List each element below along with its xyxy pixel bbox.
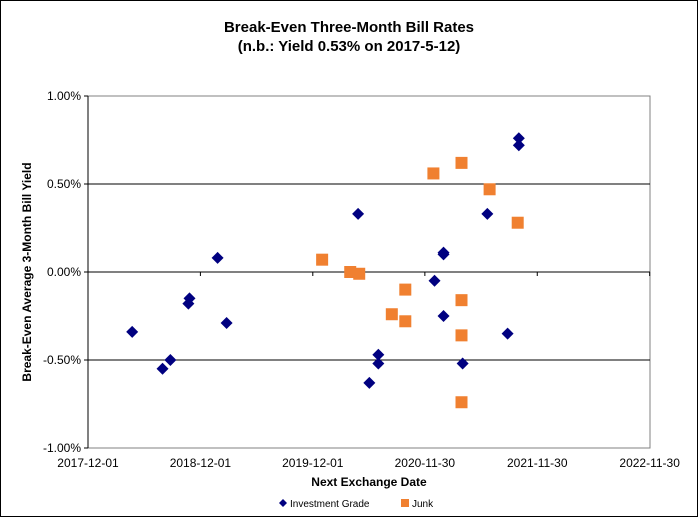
chart-title: Break-Even Three-Month Bill Rates xyxy=(224,19,474,36)
data-point-investment-grade xyxy=(363,376,376,389)
data-point-investment-grade xyxy=(211,251,224,264)
data-point-investment-grade xyxy=(481,207,494,220)
legend-square-icon xyxy=(401,499,409,507)
data-point-investment-grade xyxy=(437,248,450,261)
x-tick-label: 2021-11-30 xyxy=(507,456,568,470)
y-tick-label: -0.50% xyxy=(43,353,81,367)
data-point-investment-grade xyxy=(126,325,139,338)
data-point-junk xyxy=(316,253,329,266)
data-point-investment-grade xyxy=(372,348,385,361)
y-tick-label: -1.00% xyxy=(43,441,81,455)
data-point-investment-grade xyxy=(220,317,233,330)
data-point-junk xyxy=(385,308,398,321)
data-point-junk xyxy=(455,329,468,342)
data-point-investment-grade xyxy=(164,354,177,366)
data-point-junk xyxy=(455,294,468,307)
y-axis-label: Break-Even Average 3-Month Bill Yield xyxy=(20,162,34,381)
x-tick-label: 2019-12-01 xyxy=(282,456,344,470)
data-point-investment-grade xyxy=(501,327,514,340)
legend: Investment Grade Junk xyxy=(279,499,434,510)
data-point-investment-grade xyxy=(437,310,450,322)
x-tick-label: 2020-11-30 xyxy=(395,456,456,470)
data-point-junk xyxy=(511,216,524,229)
data-point-junk xyxy=(399,283,412,296)
chart-subtitle: (n.b.: Yield 0.53% on 2017-5-12) xyxy=(238,38,461,55)
data-point-junk xyxy=(455,396,468,409)
x-tick-label: 2018-12-01 xyxy=(170,456,232,470)
data-point-investment-grade xyxy=(182,297,195,310)
data-point-investment-grade xyxy=(156,362,169,375)
y-tick-label: 0.00% xyxy=(47,265,81,279)
data-point-junk xyxy=(353,267,366,280)
x-axis-label: Next Exchange Date xyxy=(311,475,427,489)
x-tick-label: 2017-12-01 xyxy=(57,456,119,470)
x-tick-label: 2022-11-30 xyxy=(619,456,680,470)
legend-label-investment-grade: Investment Grade xyxy=(290,499,370,510)
legend-label-junk: Junk xyxy=(412,499,434,510)
data-point-junk xyxy=(427,167,440,180)
data-point-investment-grade xyxy=(512,132,525,145)
data-point-junk xyxy=(399,315,412,328)
legend-diamond-icon xyxy=(279,499,287,507)
data-point-investment-grade xyxy=(428,274,441,287)
y-tick-label: 1.00% xyxy=(47,89,81,103)
data-point-junk xyxy=(483,183,496,196)
data-point-investment-grade xyxy=(352,207,365,220)
data-point-junk xyxy=(455,156,468,169)
data-point-investment-grade xyxy=(512,139,525,152)
data-point-investment-grade xyxy=(372,357,385,370)
y-tick-label: 0.50% xyxy=(47,177,81,191)
data-point-investment-grade xyxy=(456,357,469,370)
